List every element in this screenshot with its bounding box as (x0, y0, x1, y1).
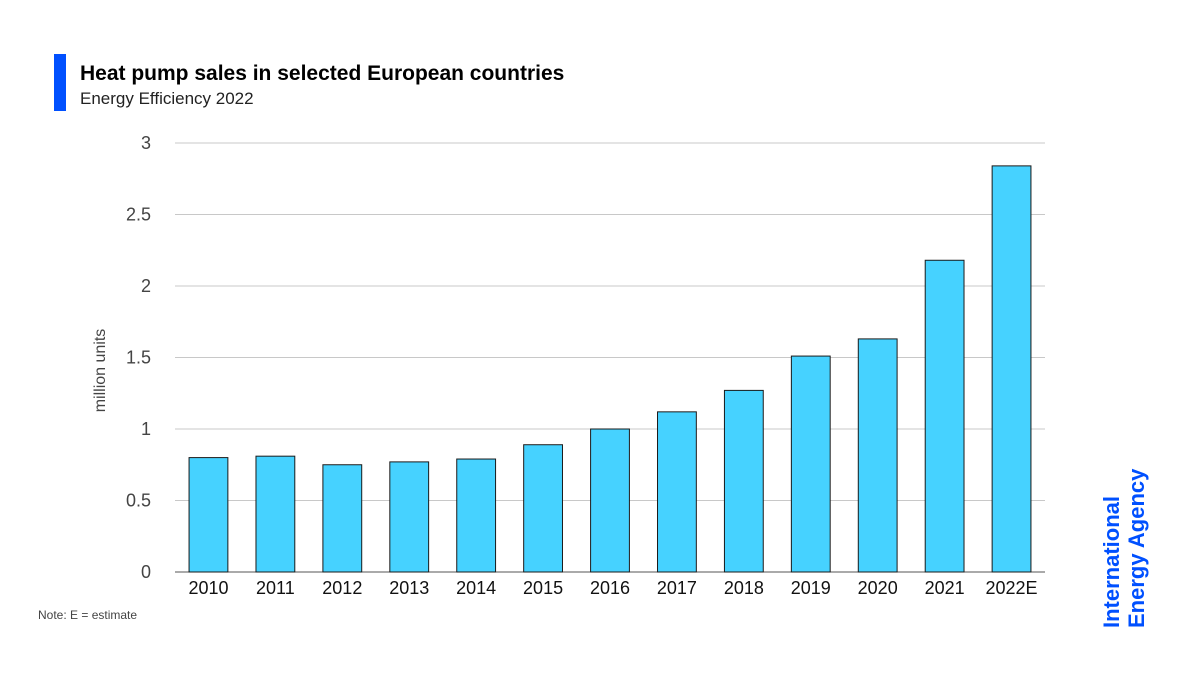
logo-line-1: International (1099, 495, 1124, 628)
x-tick-label: 2018 (724, 578, 764, 598)
x-tick-label: 2012 (322, 578, 362, 598)
x-tick-label: 2010 (188, 578, 228, 598)
chart-title: Heat pump sales in selected European cou… (80, 62, 565, 85)
logo-line-2: Energy Agency (1124, 468, 1149, 628)
x-tick-label: 2016 (590, 578, 630, 598)
x-tick-label: 2011 (256, 578, 295, 598)
x-tick-label: 2021 (925, 578, 965, 598)
y-tick-label: 1 (141, 419, 151, 439)
y-tick-label: 0 (141, 562, 151, 582)
accent-bar (54, 54, 66, 111)
x-tick-label: 2014 (456, 578, 496, 598)
y-tick-label: 2.5 (126, 205, 151, 225)
bar (322, 464, 363, 573)
x-tick-label: 2020 (858, 578, 898, 598)
bar (857, 338, 898, 573)
x-tick-label: 2015 (523, 578, 563, 598)
x-tick-label: 2017 (657, 578, 697, 598)
x-tick-label: 2022E (986, 578, 1038, 598)
bar (991, 165, 1032, 573)
bar (590, 428, 630, 573)
y-tick-label: 3 (141, 133, 151, 153)
iea-logo-text: International Energy Agency (1099, 460, 1157, 628)
bar (188, 457, 229, 573)
y-tick-label: 1.5 (126, 348, 151, 368)
x-tick-label: 2013 (389, 578, 429, 598)
x-tick-label: 2019 (791, 578, 831, 598)
bar (456, 458, 497, 573)
bar (255, 455, 296, 573)
bar (523, 444, 563, 573)
y-tick-label: 0.5 (126, 491, 151, 511)
y-axis-label: million units (92, 329, 109, 413)
bar (790, 355, 831, 573)
y-tick-label: 2 (141, 276, 151, 296)
iea-logo: International Energy Agency (1099, 460, 1157, 628)
chart-subtitle: Energy Efficiency 2022 (80, 89, 254, 108)
footnote: Note: E = estimate (38, 608, 138, 622)
bar (723, 389, 764, 573)
bar (389, 461, 430, 573)
bar (924, 259, 965, 573)
bar (657, 411, 697, 573)
